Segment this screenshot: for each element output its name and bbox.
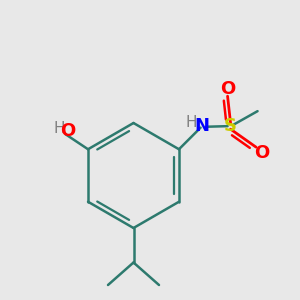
Text: O: O bbox=[220, 80, 235, 98]
Text: H: H bbox=[185, 115, 197, 130]
Text: S: S bbox=[224, 117, 237, 135]
Text: O: O bbox=[60, 122, 76, 140]
Text: H: H bbox=[54, 121, 65, 136]
Text: O: O bbox=[254, 144, 270, 162]
Text: N: N bbox=[195, 117, 210, 135]
